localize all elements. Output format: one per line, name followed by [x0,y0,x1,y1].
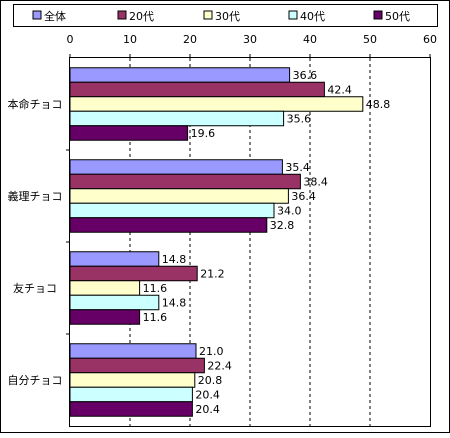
bar [69,386,193,403]
data-label: 38.4 [303,176,328,189]
x-tick-label: 0 [67,33,74,46]
bar [69,294,160,311]
legend-box [13,4,438,27]
bar [69,67,291,83]
data-label: 42.4 [327,84,352,97]
bar [69,265,198,282]
bar [69,173,301,190]
data-label: 34.0 [277,205,302,218]
legend: 全体 20代 30代 40代 50代 [32,9,410,23]
category-label: 義理チョコ [8,189,63,203]
bar [69,188,289,204]
category-label: 本命チョコ [8,97,63,111]
bar [69,309,141,325]
legend-swatch [203,10,213,20]
category-label: 自分チョコ [8,374,63,387]
x-tick-label: 60 [423,33,437,46]
data-label: 36.6 [293,69,318,82]
data-label: 20.4 [195,389,220,402]
bar [69,96,364,112]
legend-label: 30代 [215,10,240,23]
bar [69,217,268,233]
x-tick-label: 30 [243,33,257,46]
legend-label: 全体 [44,9,66,23]
data-label: 14.8 [162,297,187,310]
bars [69,67,364,417]
data-label: 35.4 [285,161,310,174]
legend-item-4: 50代 [373,10,410,23]
bar [69,125,189,141]
data-label: 20.8 [198,374,223,387]
plot-area-border [69,57,431,427]
data-label: 21.0 [199,345,224,358]
data-label: 21.2 [200,268,225,281]
legend-swatch [373,10,383,20]
x-tick-label: 10 [123,33,137,46]
x-axis-ticks: 0 10 20 30 40 50 60 [67,33,437,58]
legend-label: 50代 [385,10,410,23]
data-label: 32.8 [270,219,295,232]
legend-label: 20代 [129,10,154,23]
legend-swatch [117,10,127,20]
bar [69,202,275,219]
legend-label: 40代 [300,10,325,23]
bar [69,81,325,98]
bar [69,251,160,267]
legend-swatch [288,10,298,20]
bar [69,159,283,175]
legend-item-1: 20代 [117,10,154,23]
data-label: 11.6 [143,311,168,324]
data-label: 48.8 [366,98,391,111]
data-label: 14.8 [162,253,187,266]
bar [69,343,197,359]
data-label: 22.4 [207,360,232,373]
legend-item-0: 全体 [32,9,66,23]
bar [69,372,196,388]
x-tick-label: 20 [183,33,197,46]
bar [69,280,141,296]
bar [69,401,193,417]
data-label: 35.6 [287,113,312,126]
data-labels: 36.6 42.4 48.8 35.6 19.6 35.4 38.436.4 34.032.8… [143,69,391,416]
x-tick-label: 40 [303,33,317,46]
legend-swatch [32,10,42,20]
x-tick-label: 50 [363,33,377,46]
legend-item-2: 30代 [203,10,240,23]
data-label: 20.4 [195,403,220,416]
bar [69,110,285,127]
bar [69,357,205,374]
data-label: 19.6 [191,127,216,140]
legend-item-3: 40代 [288,10,325,23]
data-label: 36.4 [291,190,316,203]
data-label: 11.6 [143,282,168,295]
category-label: 友チョコ [13,281,57,295]
